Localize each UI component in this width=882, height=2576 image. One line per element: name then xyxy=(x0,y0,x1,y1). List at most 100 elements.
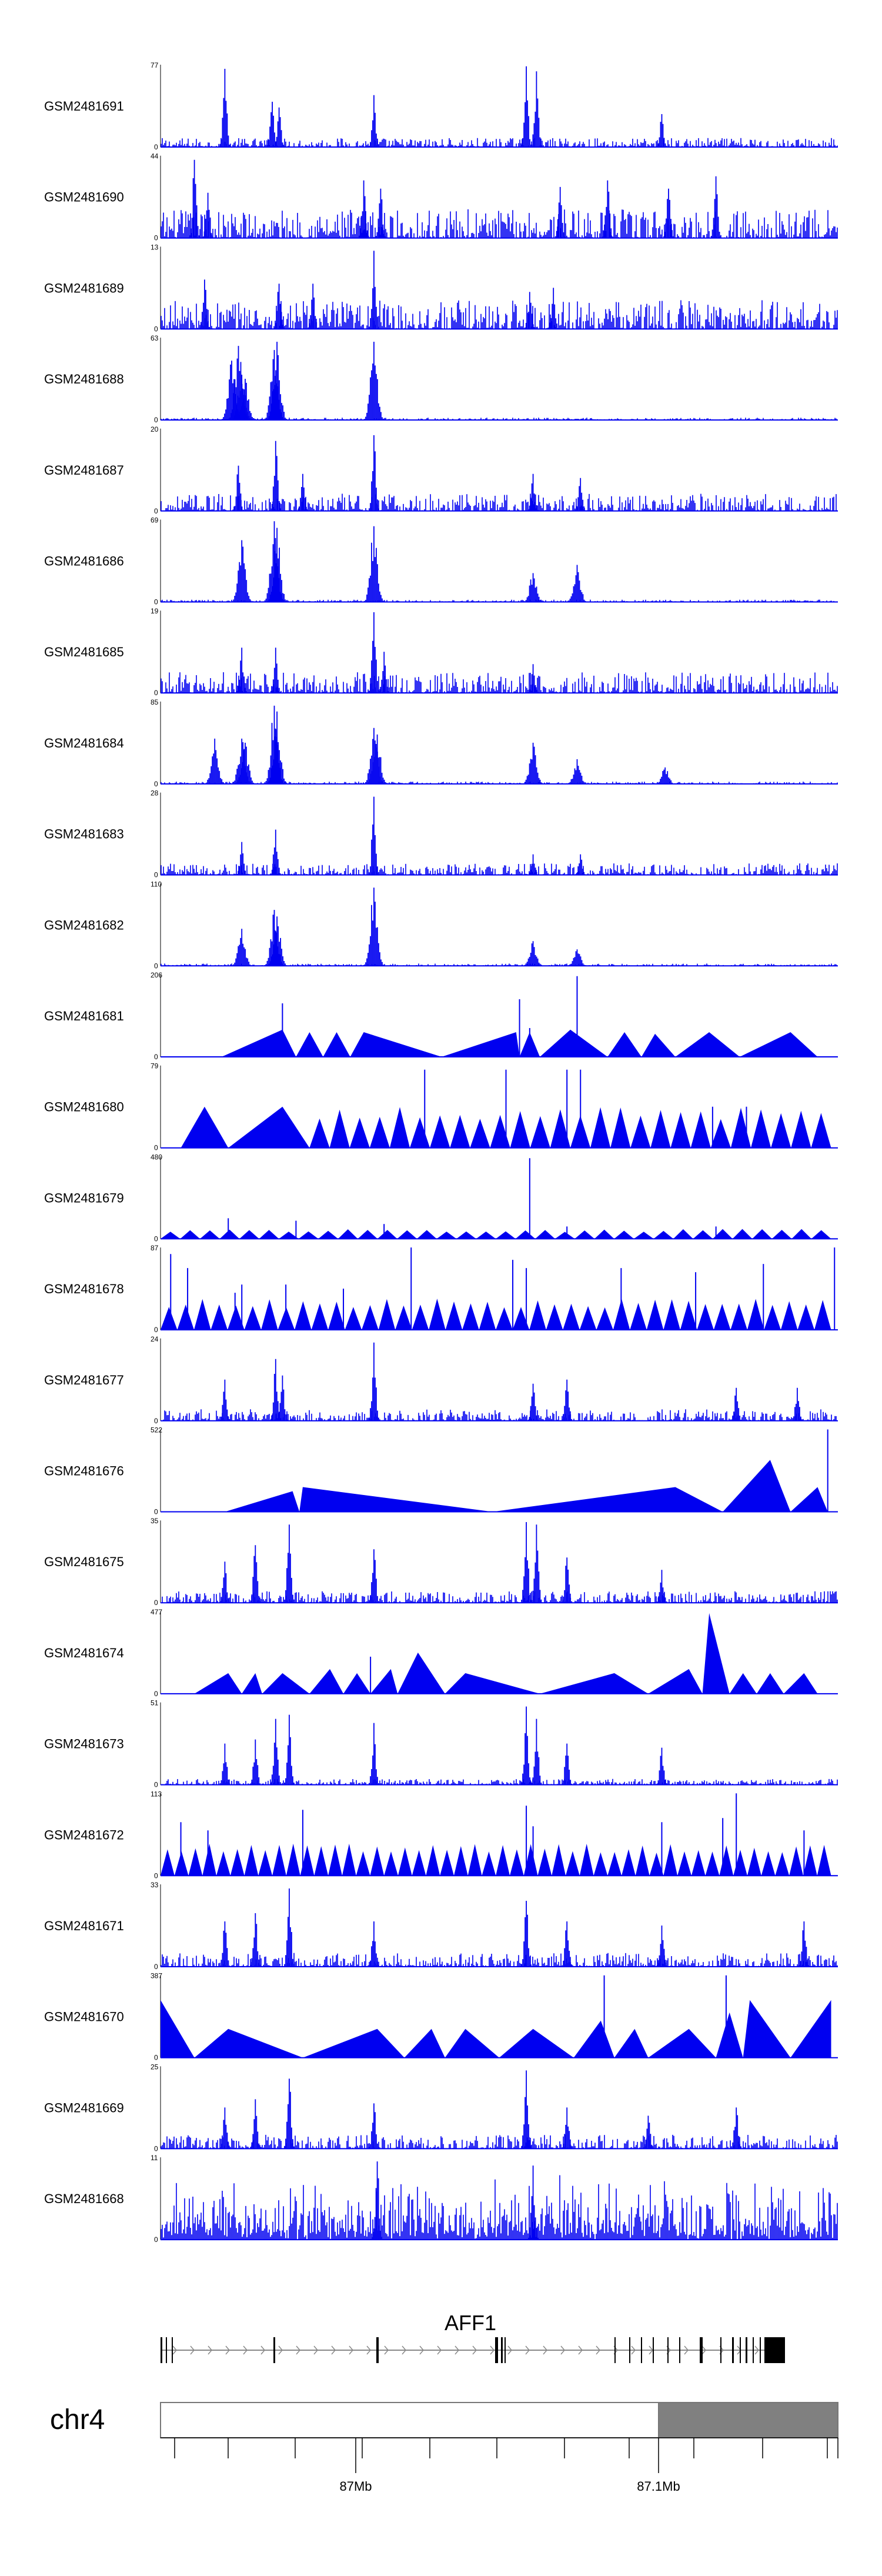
signal-area xyxy=(309,1107,831,1148)
track-label: GSM2481671 xyxy=(44,1918,124,1933)
signal-peak xyxy=(363,342,385,421)
exon-utr xyxy=(764,2337,785,2363)
signal-peak xyxy=(566,565,589,602)
track-label: GSM2481674 xyxy=(44,1646,124,1660)
y-min-label: 0 xyxy=(154,871,158,879)
y-max-label: 28 xyxy=(151,789,159,798)
signal-peak xyxy=(266,342,288,421)
signal-peak xyxy=(249,1913,262,1967)
signal-peak xyxy=(530,1719,543,1785)
signal-area xyxy=(194,1613,818,1694)
signal-peak xyxy=(368,435,380,511)
exon xyxy=(172,2337,173,2363)
track-label: GSM2481686 xyxy=(44,554,124,569)
y-max-label: 477 xyxy=(151,1608,162,1616)
track-GSM2481690: GSM2481690 44 0 xyxy=(44,152,838,242)
signal-peak xyxy=(198,279,211,329)
signal-peak xyxy=(218,2107,232,2149)
track-GSM2481670: GSM2481670 387 0 xyxy=(44,1972,838,2062)
signal-area xyxy=(225,1460,828,1512)
track-GSM2481672: GSM2481672 113 0 xyxy=(44,1790,838,1880)
signal-peak xyxy=(526,473,540,511)
signal-peak xyxy=(266,711,288,784)
signal-background xyxy=(161,1778,838,1785)
exon xyxy=(641,2337,642,2363)
track-label: GSM2481677 xyxy=(44,1373,124,1387)
gene-label: AFF1 xyxy=(445,2311,496,2335)
y-max-label: 77 xyxy=(151,61,159,69)
signal-peak xyxy=(662,188,675,238)
track-label: GSM2481687 xyxy=(44,463,124,478)
signal-peak xyxy=(530,71,543,147)
signal-background xyxy=(161,138,838,147)
track-label: GSM2481676 xyxy=(44,1464,124,1479)
exon xyxy=(166,2337,167,2363)
signal-peak xyxy=(709,176,723,238)
signal-peak xyxy=(218,1743,232,1785)
signal-background xyxy=(161,2175,838,2240)
signal-peak xyxy=(560,1379,574,1421)
signal-area xyxy=(181,1106,310,1148)
signal-peak xyxy=(266,528,288,602)
y-max-label: 85 xyxy=(151,698,159,706)
track-GSM2481671: GSM2481671 33 0 xyxy=(44,1881,838,1971)
track-label: GSM2481672 xyxy=(44,1827,124,1842)
y-max-label: 25 xyxy=(151,2063,159,2071)
signal-peak xyxy=(203,738,226,784)
signal-background xyxy=(161,300,838,329)
signal-peak xyxy=(522,573,544,602)
signal-peak xyxy=(230,540,253,602)
gene-annotation-track: AFF1 xyxy=(161,2311,785,2363)
signal-peak xyxy=(357,180,370,238)
x-tick-label: 87Mb xyxy=(339,2479,372,2494)
signal-peak xyxy=(363,526,385,602)
y-max-label: 44 xyxy=(151,152,159,161)
signal-peak xyxy=(269,1719,282,1785)
signal-peak xyxy=(368,251,380,329)
signal-peak xyxy=(363,887,385,966)
exon xyxy=(629,2337,630,2363)
signal-peak xyxy=(730,1387,743,1421)
track-label: GSM2481689 xyxy=(44,281,124,295)
signal-peak xyxy=(566,949,589,966)
exon xyxy=(501,2337,503,2363)
y-min-label: 0 xyxy=(154,1508,158,1516)
y-min-label: 0 xyxy=(154,1690,158,1698)
track-GSM2481691: GSM2481691 77 0 xyxy=(44,61,838,151)
signal-background xyxy=(161,863,838,875)
exon xyxy=(700,2337,703,2363)
signal-peak xyxy=(235,648,249,693)
chromosome-label: chr4 xyxy=(50,2404,105,2435)
signal-area xyxy=(161,1299,831,1330)
signal-tracks: GSM2481691770GSM2481690440GSM2481689130G… xyxy=(44,61,838,2244)
track-label: GSM2481682 xyxy=(44,917,124,932)
signal-peak xyxy=(797,1921,811,1967)
signal-peak xyxy=(283,1714,296,1785)
track-GSM2481668: GSM2481668 11 0 xyxy=(44,2154,838,2244)
signal-peak xyxy=(234,742,256,784)
y-max-label: 24 xyxy=(151,1335,159,1343)
track-GSM2481673: GSM2481673 51 0 xyxy=(44,1699,838,1789)
exon xyxy=(679,2337,680,2363)
track-GSM2481687: GSM2481687 20 0 xyxy=(44,425,838,515)
track-label: GSM2481673 xyxy=(44,1737,124,1751)
exon xyxy=(732,2337,734,2363)
track-label: GSM2481678 xyxy=(44,1282,124,1296)
track-label: GSM2481688 xyxy=(44,372,124,386)
signal-peak xyxy=(272,283,286,329)
signal-peak xyxy=(218,69,232,147)
signal-peak xyxy=(522,941,544,966)
signal-background xyxy=(161,2134,838,2149)
y-min-label: 0 xyxy=(154,1053,158,1061)
y-min-label: 0 xyxy=(154,234,158,242)
signal-peak xyxy=(230,929,253,966)
y-max-label: 11 xyxy=(151,2154,158,2162)
exon xyxy=(495,2337,498,2363)
signal-peak xyxy=(368,796,380,875)
signal-area xyxy=(161,1843,831,1876)
signal-peak xyxy=(283,1524,296,1603)
signal-peak xyxy=(530,1524,543,1603)
y-min-label: 0 xyxy=(154,962,158,970)
exon xyxy=(667,2337,669,2363)
signal-peak xyxy=(520,1706,533,1785)
